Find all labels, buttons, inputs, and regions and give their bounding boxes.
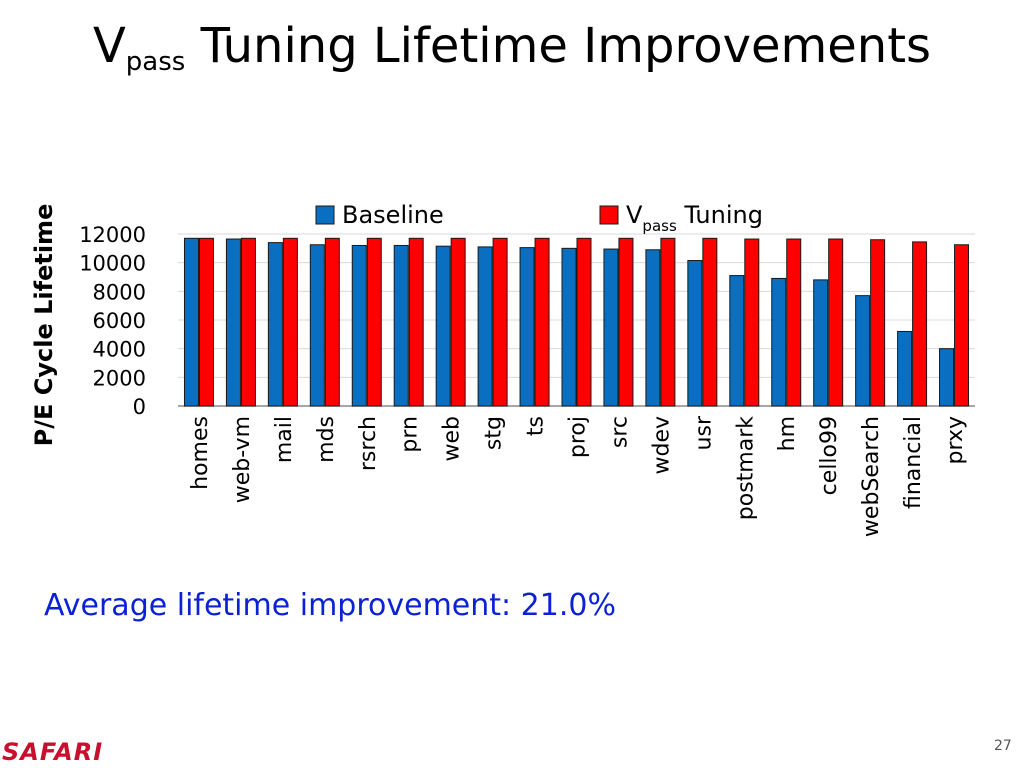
x-category-label: homes — [188, 416, 213, 490]
legend-swatch-vpass-tuning — [599, 205, 619, 225]
bar-baseline-homes — [183, 237, 199, 407]
y-tick-labels: 0 2000 4000 6000 8000 10000 12000 — [79, 223, 146, 419]
y-tick-label: 2000 — [93, 366, 146, 390]
bar-baseline-prxy — [939, 348, 955, 407]
legend-swatch-baseline — [315, 205, 335, 225]
x-category-label: usr — [691, 415, 716, 450]
bar-baseline-wdev — [645, 249, 661, 407]
bar-baseline-mds — [309, 244, 325, 407]
bar-vpass-tuning-prn — [408, 237, 424, 407]
bar-vpass-tuning-postmark — [744, 238, 760, 407]
x-category-label: webSearch — [859, 416, 884, 537]
y-tick-label: 4000 — [93, 338, 146, 362]
x-category-labels: homes web-vm mail mds rsrch prn web stg ts proj sr… — [188, 415, 968, 537]
x-category-label: rsrch — [356, 416, 381, 471]
x-category-label: web — [440, 416, 465, 462]
x-category-label: proj — [566, 416, 591, 458]
bar-vpass-tuning-rsrch — [366, 237, 382, 407]
bar-vpass-tuning-stg — [492, 237, 508, 407]
bars — [183, 237, 970, 407]
x-category-label: stg — [482, 416, 507, 450]
page-number: 27 — [994, 738, 1012, 754]
bar-vpass-tuning-webSearch — [870, 239, 886, 407]
x-category-label: web-vm — [230, 416, 255, 503]
x-category-label: prxy — [943, 416, 968, 464]
bar-vpass-tuning-src — [618, 237, 634, 407]
bar-vpass-tuning-homes — [198, 237, 214, 407]
x-category-label: mail — [272, 416, 297, 463]
title-rest: Tuning Lifetime Improvements — [185, 18, 932, 74]
bar-baseline-src — [603, 248, 619, 407]
bar-vpass-tuning-cello99 — [828, 238, 844, 407]
bar-vpass-tuning-prxy — [954, 244, 970, 407]
y-tick-label: 8000 — [93, 280, 146, 304]
y-tick-label: 6000 — [93, 309, 146, 333]
x-category-label: mds — [314, 416, 339, 463]
slide-title: Vpass Tuning Lifetime Improvements — [0, 18, 1024, 78]
x-category-label: hm — [775, 416, 800, 451]
bar-vpass-tuning-web — [450, 237, 466, 407]
bar-baseline-stg — [477, 246, 493, 407]
legend-label-baseline: Baseline — [342, 201, 444, 229]
bar-baseline-proj — [561, 247, 577, 407]
bar-baseline-usr — [687, 260, 703, 407]
bar-baseline-financial — [897, 330, 913, 407]
title-main: V — [92, 18, 126, 74]
x-category-label: wdev — [649, 416, 674, 475]
title-subscript: pass — [125, 47, 186, 77]
bar-baseline-rsrch — [351, 244, 367, 407]
x-category-label: cello99 — [817, 416, 842, 495]
x-category-label: ts — [524, 416, 549, 436]
safari-logo: SAFARI — [2, 738, 104, 766]
bar-vpass-tuning-mds — [324, 237, 340, 407]
x-category-label: financial — [901, 416, 926, 509]
bar-baseline-mail — [267, 242, 283, 407]
bar-vpass-tuning-usr — [702, 237, 718, 407]
y-tick-label: 10000 — [79, 252, 146, 276]
bar-baseline-ts — [519, 247, 535, 407]
y-tick-label: 12000 — [79, 223, 146, 247]
x-category-label: postmark — [733, 416, 758, 520]
y-axis-title: P/E Cycle Lifetime — [30, 204, 58, 447]
bar-baseline-web — [435, 245, 451, 407]
bar-vpass-tuning-wdev — [660, 237, 676, 407]
bar-baseline-web-vm — [225, 238, 241, 407]
bar-vpass-tuning-mail — [282, 237, 298, 407]
bar-baseline-webSearch — [855, 295, 871, 407]
legend: Baseline Vpass Tuning — [315, 201, 763, 235]
bar-baseline-hm — [771, 277, 787, 407]
legend-label-vpass-tuning: Vpass Tuning — [626, 201, 763, 235]
average-improvement-note: Average lifetime improvement: 21.0% — [44, 588, 616, 623]
bar-baseline-cello99 — [813, 279, 829, 407]
bar-vpass-tuning-hm — [786, 238, 802, 407]
bar-vpass-tuning-proj — [576, 237, 592, 407]
bar-vpass-tuning-financial — [912, 241, 928, 407]
bar-vpass-tuning-ts — [534, 237, 550, 407]
bar-baseline-prn — [393, 244, 409, 407]
bar-baseline-postmark — [729, 275, 745, 407]
x-category-label: src — [607, 416, 632, 448]
x-category-label: prn — [398, 416, 423, 453]
bar-vpass-tuning-web-vm — [240, 237, 256, 407]
bar-chart: 0 2000 4000 6000 8000 10000 12000 homes web-vm m… — [30, 201, 975, 537]
y-tick-label: 0 — [133, 395, 146, 419]
